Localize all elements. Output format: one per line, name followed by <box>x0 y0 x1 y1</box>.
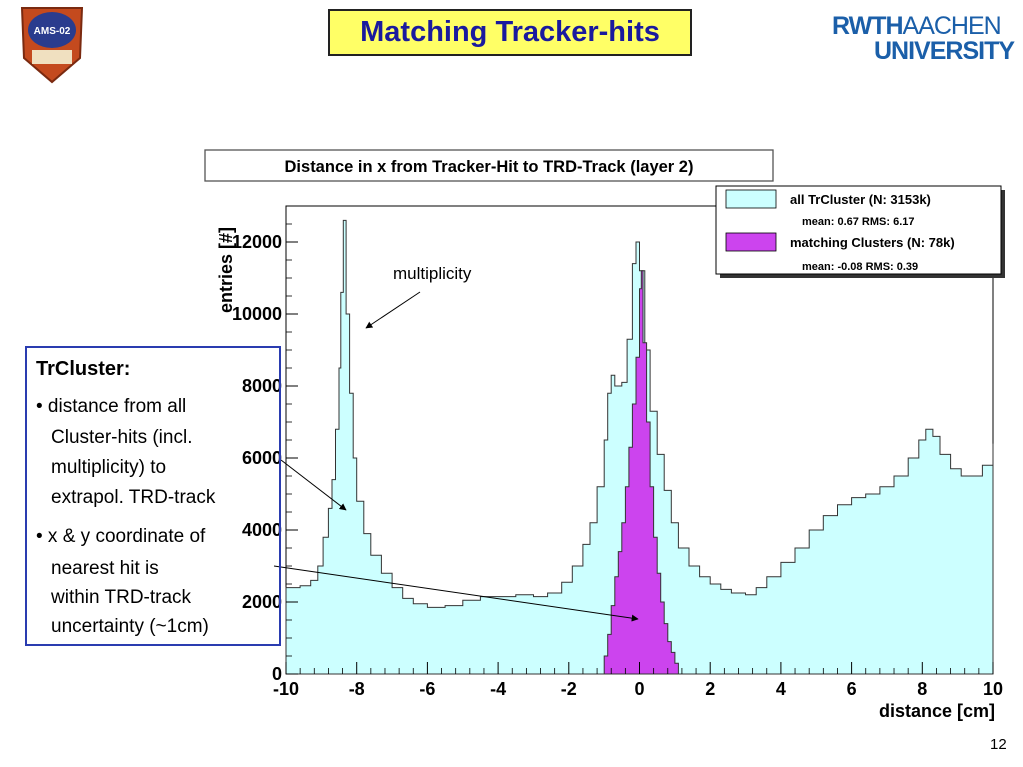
legend: all TrCluster (N: 3153k) mean: 0.67 RMS:… <box>715 185 1005 278</box>
y-tick-label: 10000 <box>232 304 282 324</box>
logo-aachen: AACHEN <box>902 12 1002 40</box>
chart-title-box <box>204 149 774 182</box>
matching-arrow <box>273 565 639 622</box>
slide-title: Matching Tracker-hits <box>328 9 692 56</box>
y-tick-label: 12000 <box>232 232 282 252</box>
textbox-line: • x & y coordinate of <box>36 526 206 547</box>
logo-university: UNIVERSITY <box>874 37 1015 65</box>
series-matching-clusters <box>600 270 679 675</box>
legend-stats-matching: mean: -0.08 RMS: 0.39 <box>802 261 918 273</box>
y-tick-label: 2000 <box>242 592 282 612</box>
x-tick-label: -6 <box>419 679 435 699</box>
textbox-line: • distance from all <box>36 396 187 417</box>
textbox-line: within TRD-track <box>51 587 192 608</box>
x-tick-label: 10 <box>983 679 1003 699</box>
x-tick-label: 0 <box>634 679 644 699</box>
badge-label: AMS-02 <box>34 26 71 37</box>
legend-label-matching: matching Clusters (N: 78k) <box>790 235 955 250</box>
logo-rwth: RWTH <box>832 12 904 40</box>
trcluster-textbox: TrCluster: • distance from all Cluster-h… <box>25 346 281 646</box>
x-tick-label: 2 <box>705 679 715 699</box>
x-tick-label: 8 <box>917 679 927 699</box>
x-tick-label: -8 <box>349 679 365 699</box>
multiplicity-annotation: multiplicity <box>393 264 472 283</box>
legend-stats-all: mean: 0.67 RMS: 6.17 <box>802 216 915 228</box>
textbox-line: uncertainty (~1cm) <box>51 616 209 637</box>
y-axis-label: entries [#] <box>216 227 236 313</box>
multiplicity-arrow <box>365 291 421 329</box>
x-tick-label: 6 <box>847 679 857 699</box>
x-tick-label: 4 <box>776 679 786 699</box>
page-number: 12 <box>990 736 1007 753</box>
legend-label-all: all TrCluster (N: 3153k) <box>790 192 931 207</box>
chart-title: Distance in x from Tracker-Hit to TRD-Tr… <box>285 158 694 176</box>
x-tick-label: -2 <box>561 679 577 699</box>
y-tick-label: 8000 <box>242 376 282 396</box>
textbox-line: extrapol. TRD-track <box>51 487 216 508</box>
mission-badge-icon: AMS-02 <box>20 7 84 84</box>
distance-arrow <box>280 459 347 511</box>
x-tick-label: -4 <box>490 679 506 699</box>
textbox-heading: TrCluster: <box>36 358 131 380</box>
textbox-line: Cluster-hits (incl. <box>51 427 193 448</box>
y-tick-label: 0 <box>272 664 282 684</box>
legend-swatch-all <box>725 189 777 209</box>
legend-swatch-matching <box>725 232 777 252</box>
university-logo: RWTHAACHEN UNIVERSITY <box>832 12 1015 65</box>
textbox-line: multiplicity) to <box>51 457 167 478</box>
y-tick-label: 4000 <box>242 520 282 540</box>
x-axis-label: distance [cm] <box>879 701 995 721</box>
y-tick-label: 6000 <box>242 448 282 468</box>
x-tick-label: -10 <box>273 679 299 699</box>
textbox-line: nearest hit is <box>51 558 159 579</box>
